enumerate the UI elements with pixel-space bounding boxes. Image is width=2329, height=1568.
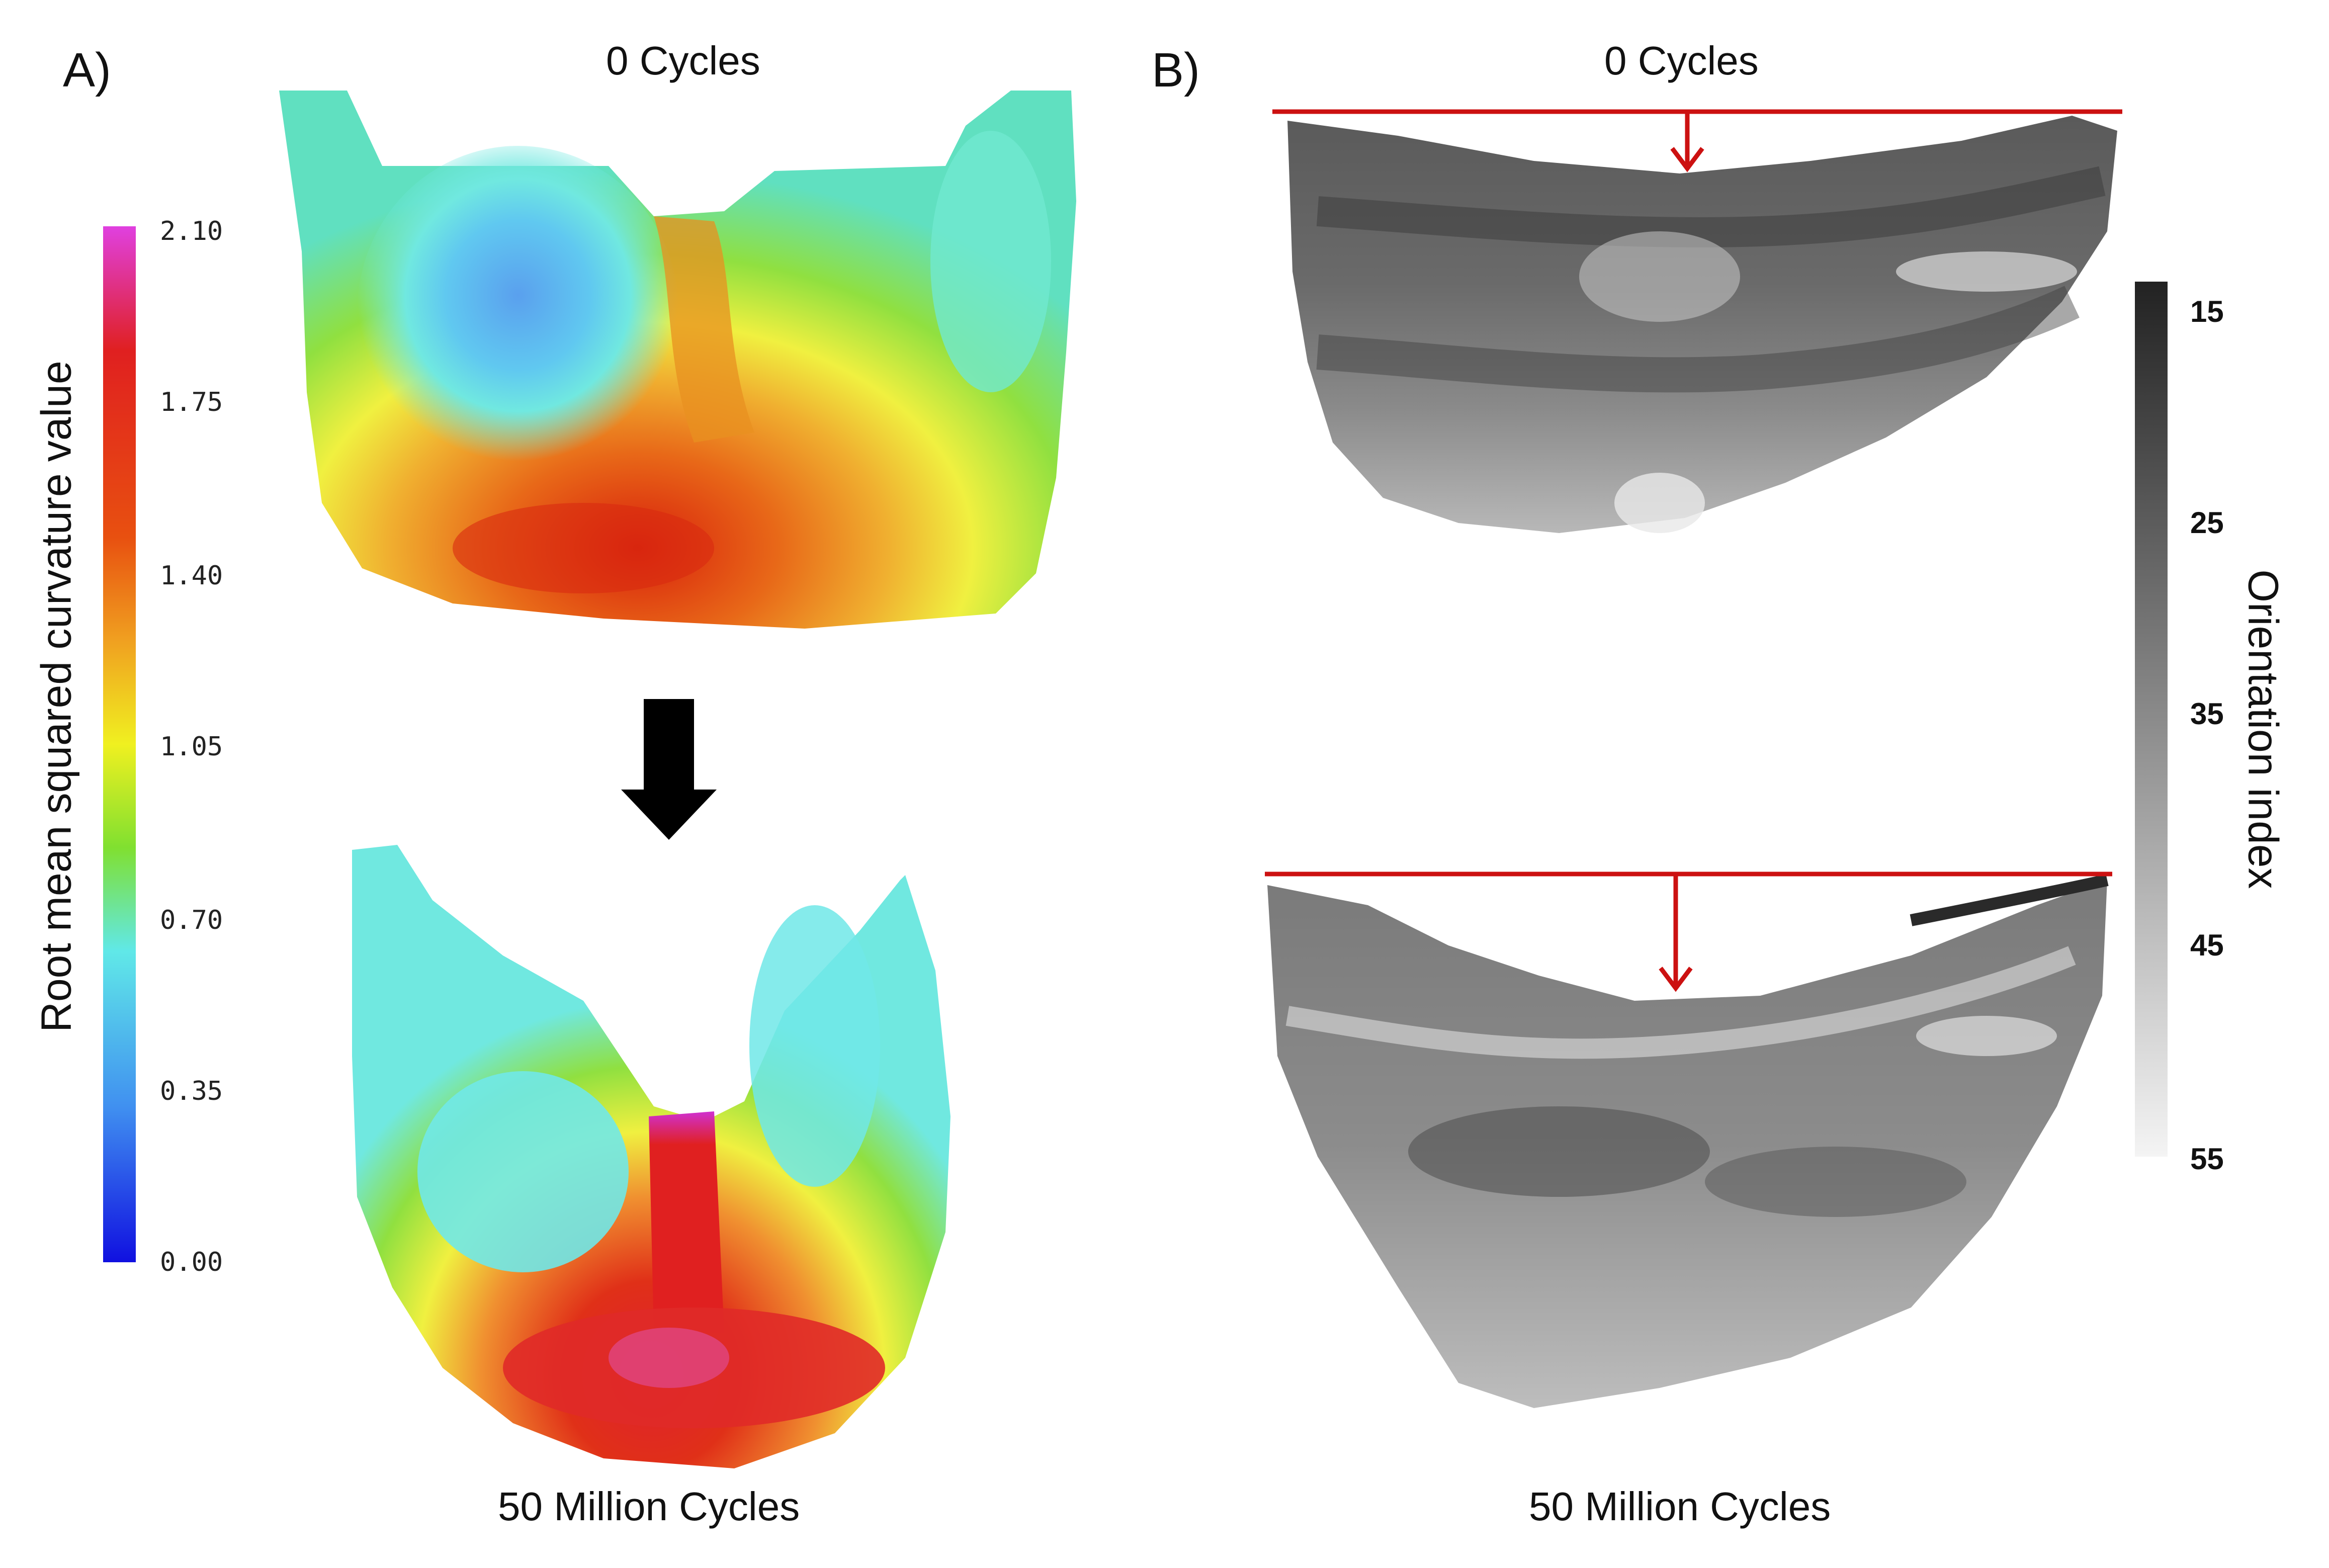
- panel-b-top-marker: [1272, 109, 2122, 172]
- panel-b-bottom-caption: 50 Million Cycles: [1529, 1484, 1831, 1529]
- panel-a-tick: 2.10: [160, 216, 223, 246]
- panel-a-tick: 0.70: [160, 905, 223, 935]
- panel-a-colorbar: [103, 226, 136, 1262]
- panel-a-tick: 1.05: [160, 732, 223, 762]
- panel-b-tick: 25: [2190, 506, 2224, 540]
- panel-a-bottom-heatmap: [352, 845, 951, 1468]
- panel-b-tick: 55: [2190, 1142, 2224, 1176]
- panel-a-label: A): [63, 43, 111, 97]
- panel-b-label: B): [1152, 43, 1200, 97]
- panel-a-tick: 0.35: [160, 1076, 223, 1106]
- panel-a-tick: 1.40: [160, 561, 223, 591]
- panel-b-tick: 35: [2190, 697, 2224, 731]
- panel-b-tick: 45: [2190, 928, 2224, 962]
- panel-b-colorbar: [2135, 282, 2168, 1157]
- down-arrow-icon: [621, 699, 717, 840]
- panel-a-top-heatmap: [279, 91, 1076, 629]
- panel-a-top-caption: 0 Cycles: [606, 38, 760, 83]
- panel-b-bottom-map: [1267, 874, 2109, 1408]
- panel-b-bottom-marker: [1265, 872, 2112, 992]
- panel-a-bottom-caption: 50 Million Cycles: [498, 1484, 800, 1529]
- panel-b-top-caption: 0 Cycles: [1604, 38, 1759, 83]
- panel-b-top-map: [1287, 116, 2117, 533]
- panel-a-tick: 0.00: [160, 1247, 223, 1277]
- panel-a-tick: 1.75: [160, 387, 223, 417]
- panel-b-tick: 15: [2190, 295, 2224, 328]
